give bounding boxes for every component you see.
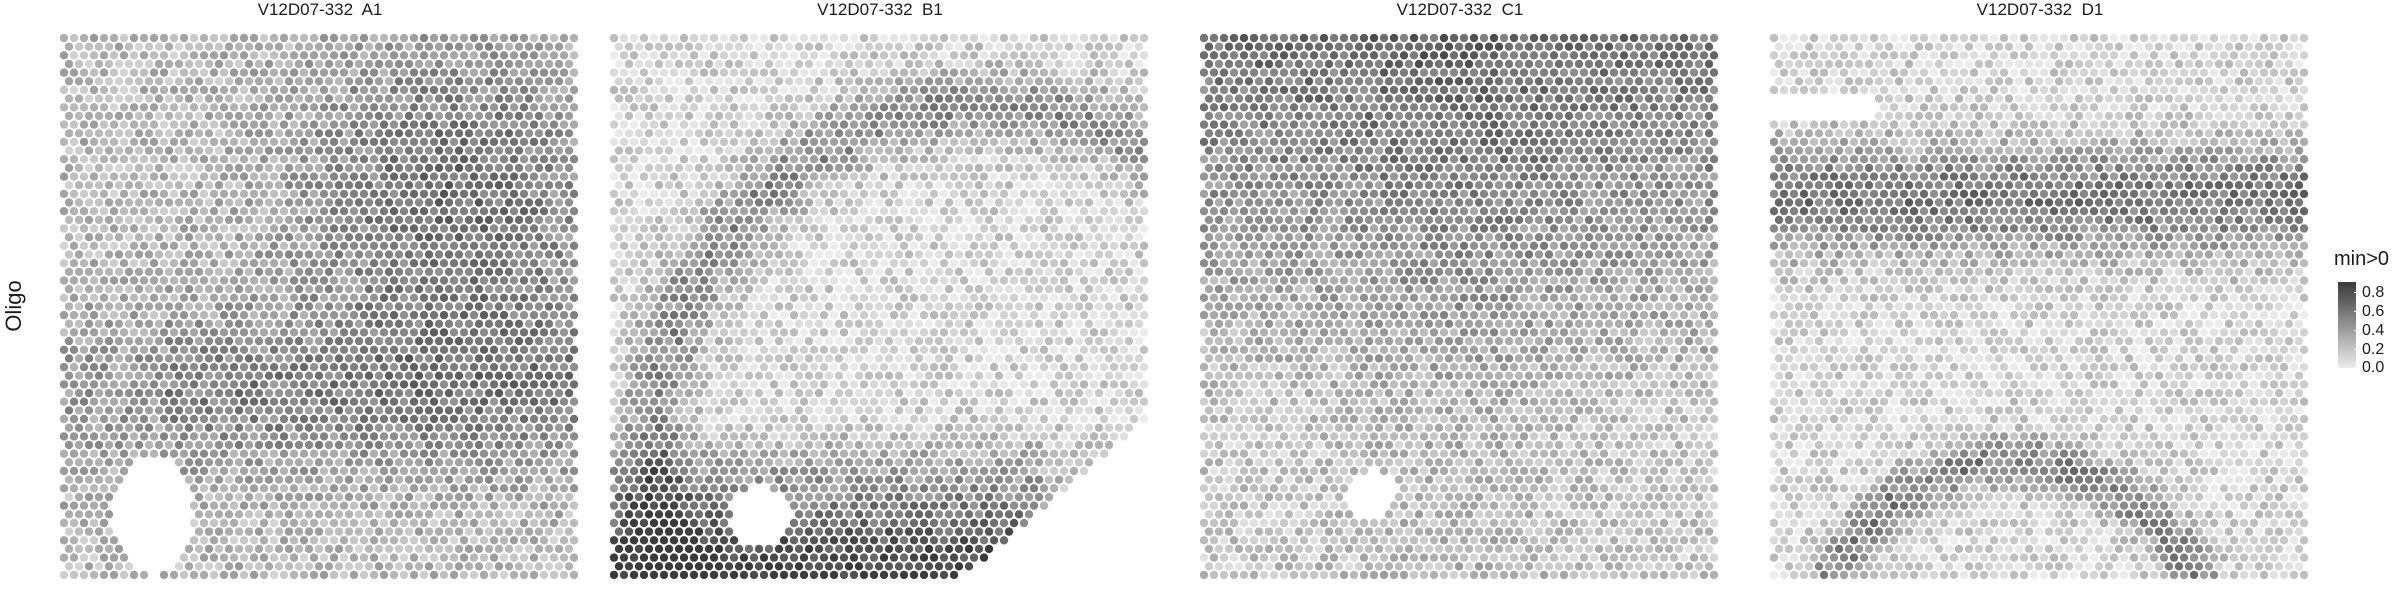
color-legend: min>0 0.8 0.6 0.4 0.2 0.0 [2334, 248, 2396, 378]
panel-b1: V12D07-332 B1 [610, 0, 1150, 600]
panel-c1: V12D07-332 C1 [1200, 0, 1720, 600]
legend-tick-label: 0.2 [2362, 341, 2385, 358]
legend-tick-label: 0.6 [2362, 303, 2385, 320]
legend-title: min>0 [2334, 248, 2390, 270]
panel-title: V12D07-332 C1 [1396, 0, 1524, 19]
legend-tick-label: 0.0 [2362, 359, 2385, 376]
panel-d1: V12D07-332 D1 [1770, 0, 2310, 600]
legend-tick-label: 0.4 [2362, 322, 2385, 339]
panel-title: V12D07-332 D1 [1976, 0, 2104, 19]
spot-grid-d1 [1770, 34, 2309, 580]
legend-tick-label: 0.8 [2362, 284, 2385, 301]
panel-title: V12D07-332 B1 [817, 0, 943, 19]
row-label: Oligo [1, 280, 26, 332]
legend-colorbar [2338, 282, 2356, 368]
spot-grid-a1 [60, 34, 579, 580]
panel-a1: V12D07-332 A1 [60, 0, 580, 600]
panel-title: V12D07-332 A1 [257, 0, 383, 19]
spot-grid-b1 [610, 34, 1149, 580]
spot-grid-c1 [1200, 34, 1719, 580]
